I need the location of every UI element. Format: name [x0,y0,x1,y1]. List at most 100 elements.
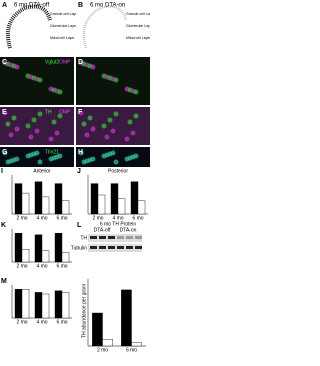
image-panel [0,107,74,145]
bulb-outline [5,4,52,49]
bar [54,183,63,215]
bar [21,248,30,263]
stain-label: TH [45,109,52,115]
bar [61,292,70,319]
cell [34,128,40,134]
blot-band [90,246,97,249]
bar [14,183,23,215]
blot-band [126,246,133,249]
layer-label: Mitral cell Layer [50,36,75,40]
bar [130,181,139,215]
x-tick-label: 2 mo [16,319,27,325]
cell [90,64,96,70]
cell [25,123,31,129]
blot-band [108,236,115,239]
bar [90,183,99,215]
bar [121,289,132,347]
cell [14,156,20,162]
bulb-outline [82,5,127,49]
cell [51,119,57,125]
panel-letter: D [78,59,83,66]
blot-band [99,236,106,239]
bar [34,234,43,263]
cell [110,128,116,134]
stain-label: Vglut2 [45,59,59,65]
bar [14,232,23,263]
chart-title: Posterior [108,168,128,174]
cell [78,150,84,156]
layer-label: Granule cell Layer [126,12,150,16]
blot-band [99,246,106,249]
cell [28,134,34,140]
layer-label: Mitral cell Layer [126,36,150,40]
x-tick-label: 4 mo [36,319,47,325]
image-panel [0,147,74,167]
panel-letter: H [78,149,83,156]
cell [101,123,107,129]
bar [54,290,63,319]
panel-letter: L [77,222,82,229]
image-panel [76,0,150,55]
blot-band [108,246,115,249]
bar [14,289,23,319]
bar [61,252,70,263]
blot-band [117,236,124,239]
bar [61,200,70,215]
bar [131,342,142,347]
group-label: DTA-on [120,227,137,233]
cell [81,121,87,127]
cell [48,136,54,142]
panel-letter: K [1,222,6,229]
cell [110,150,116,156]
cell [37,159,43,165]
cell [14,126,20,132]
cell [57,113,63,119]
cell [124,136,130,142]
cell [133,153,139,159]
layer-label: Granule cell Layer [50,12,79,16]
x-tick-label: 2 mo [92,215,103,221]
cell [2,110,8,116]
cell [14,64,20,70]
y-axis-label: TH abundance per gram [81,284,87,338]
panel-letter: I [1,168,3,175]
bar [21,289,30,319]
layer-label: Glomerular Layer [50,24,78,28]
panel-title: 6 mo DTA-off [14,3,49,9]
chart-title: Anterior [33,168,51,174]
cell [107,117,113,123]
panel-letter: J [77,168,81,175]
cell [34,150,40,156]
cell [133,113,139,119]
x-tick-label: 4 mo [36,215,47,221]
cell [104,134,110,140]
image-panel [76,107,150,145]
image-panel [0,0,74,55]
cell [57,153,63,159]
group-label: DTA-off [94,227,111,233]
blot-band [135,236,142,239]
cell [113,111,119,117]
x-tick-label: 2 mo [16,215,27,221]
cell [57,89,63,95]
x-tick-label: 6 mo [56,263,67,269]
image-panel [76,147,150,167]
panel-letter: C [2,59,7,66]
cell [90,156,96,162]
blot-band [90,236,97,239]
band-label: Tubulin [71,245,87,251]
cell [130,130,136,136]
stain-label: Tbx21 [45,149,59,155]
bar [102,339,113,347]
x-tick-label: 4 mo [112,215,123,221]
panel-letter: M [1,278,7,285]
cell [127,119,133,125]
cell [87,115,93,121]
cell [133,89,139,95]
blot-band [126,236,133,239]
cell [11,115,17,121]
bar [92,312,103,347]
band-label: TH [80,235,87,241]
cell [113,159,119,165]
stain-label: OMP [59,109,71,115]
